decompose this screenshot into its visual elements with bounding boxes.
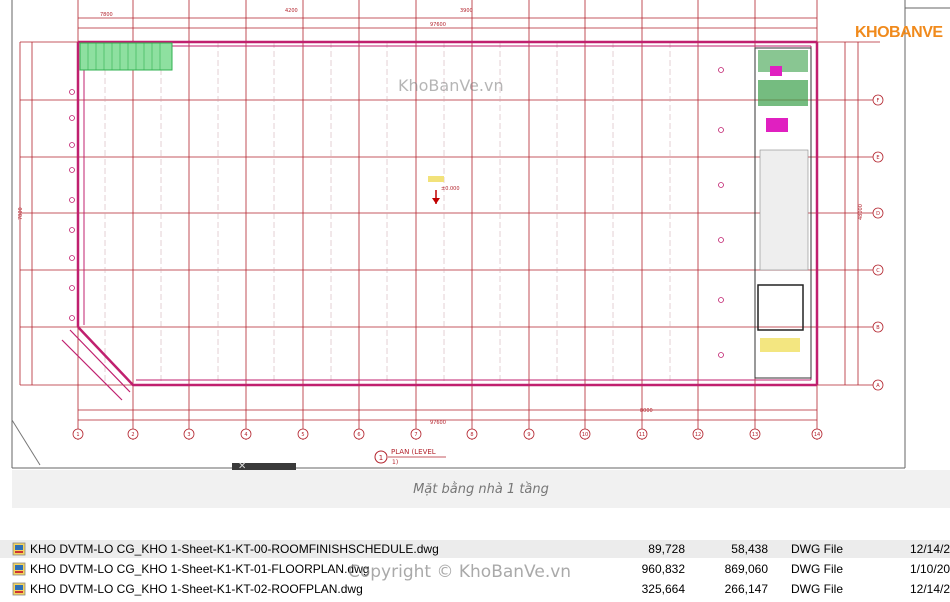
axis-label-d: D [876,211,880,217]
dwg-file-icon [12,542,26,556]
axis-label-14: 14 [814,432,820,438]
file-list: KHO DVTM-LO CG_KHO 1-Sheet-K1-KT-00-ROOM… [0,540,950,602]
file-row[interactable]: KHO DVTM-LO CG_KHO 1-Sheet-K1-KT-00-ROOM… [0,540,950,558]
dim-top-seg-a: 4200 [285,8,298,14]
axis-label-12: 12 [695,432,701,438]
axis-label-2: 2 [131,432,134,438]
file-type: DWG File [791,562,843,576]
axis-label-8: 8 [470,432,473,438]
axis-label-4: 4 [244,432,247,438]
dim-top-7800: 7800 [100,12,113,18]
file-size: 325,664 [641,582,685,596]
close-icon[interactable]: ✕ [238,461,247,472]
file-date: 12/14/2 [910,542,950,556]
file-packed-size: 266,147 [724,582,768,596]
level-text: ±0.000 [441,186,460,192]
file-type: DWG File [791,582,843,596]
file-packed-size: 869,060 [724,562,768,576]
watermark-bottom: Copyright © KhoBanVe.vn [348,562,572,582]
file-name: KHO DVTM-LO CG_KHO 1-Sheet-K1-KT-02-ROOF… [30,582,363,596]
file-size: 960,832 [641,562,685,576]
axis-label-3: 3 [187,432,190,438]
dwg-file-icon [12,582,26,596]
axis-label-11: 11 [639,432,645,438]
dwg-file-icon [12,562,26,576]
grid-lines-vertical [77,0,818,440]
plan-marker: 1 [379,454,383,462]
file-row[interactable]: KHO DVTM-LO CG_KHO 1-Sheet-K1-KT-02-ROOF… [0,580,950,598]
image-caption: Mặt bằng nhà 1 tầng [413,482,549,497]
axis-label-a: A [876,383,880,389]
floor-plan-drawing: 7800 4200 3900 97600 97600 8000 7800 480… [11,0,950,469]
file-size: 89,728 [648,542,685,556]
axis-label-6: 6 [357,432,360,438]
axis-label-5: 5 [301,432,304,438]
cad-drawing-viewer[interactable]: 7800 4200 3900 97600 97600 8000 7800 480… [0,0,950,470]
file-packed-size: 58,438 [731,542,768,556]
dim-bottom-span: 8000 [640,408,653,414]
dim-left-7800: 7800 [18,207,24,220]
file-date: 12/14/2 [910,582,950,596]
brand-logo: KHOBANVE [855,24,943,41]
axis-label-e: E [876,155,879,161]
axis-label-c: C [876,268,880,274]
dim-right-48000: 48000 [858,204,864,220]
plan-label: PLAN (LEVEL [391,448,436,456]
file-name: KHO DVTM-LO CG_KHO 1-Sheet-K1-KT-01-FLOO… [30,562,370,576]
axis-label-1: 1 [76,432,79,438]
axis-label-13: 13 [752,432,758,438]
axis-label-f: F [877,98,880,104]
caption-bar: Mặt bằng nhà 1 tầng [12,470,950,508]
hatched-area [79,42,173,71]
file-date: 1/10/20 [910,562,950,576]
dim-top-seg-b: 3900 [460,8,473,14]
axis-label-9: 9 [527,432,530,438]
dim-bottom-total: 97600 [430,420,446,426]
viewer-toolbar[interactable]: ✕ [232,461,296,474]
watermark-top: KhoBanVe.vn [398,76,504,95]
axis-label-10: 10 [582,432,588,438]
file-type: DWG File [791,542,843,556]
plan-sublabel: 1) [392,459,398,466]
axis-label-7: 7 [414,432,417,438]
file-row[interactable]: KHO DVTM-LO CG_KHO 1-Sheet-K1-KT-01-FLOO… [0,560,950,578]
file-name: KHO DVTM-LO CG_KHO 1-Sheet-K1-KT-00-ROOM… [30,542,439,556]
dim-top-total: 97600 [430,22,446,28]
axis-label-b: B [876,325,880,331]
